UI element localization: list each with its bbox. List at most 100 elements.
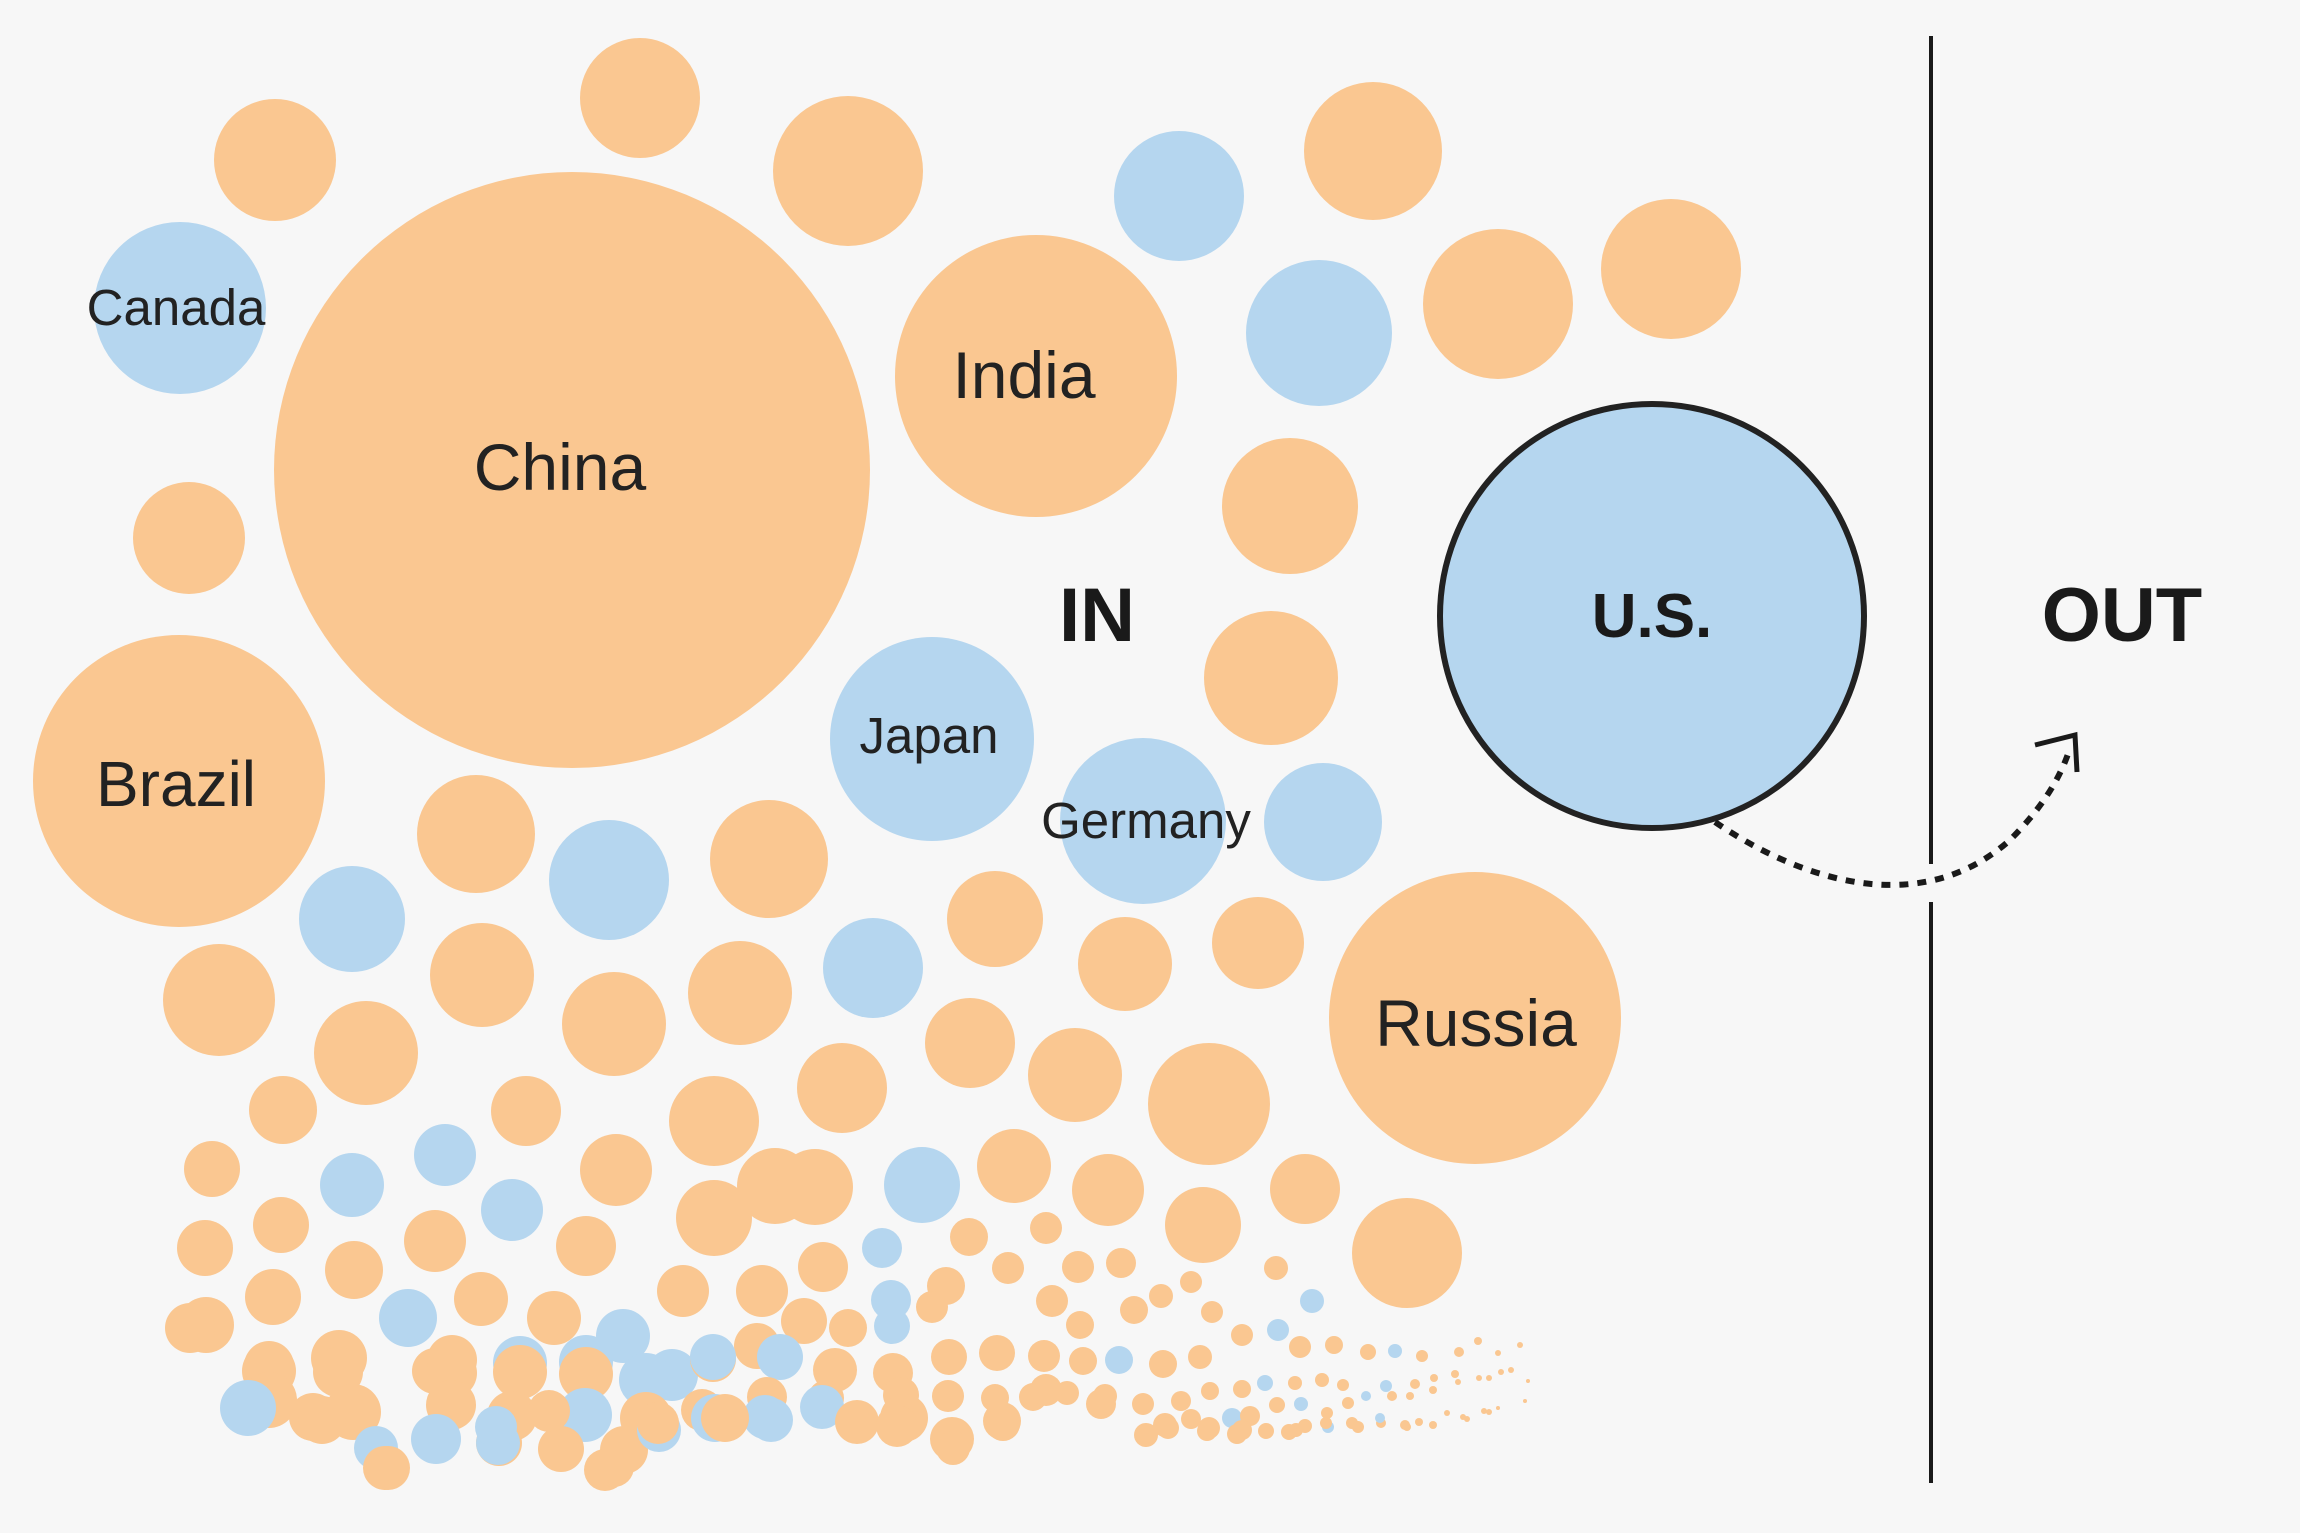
country-bubble[interactable] [781,1298,827,1344]
country-bubble[interactable] [177,1220,233,1276]
country-bubble[interactable] [736,1265,788,1317]
country-bubble[interactable] [690,1334,736,1380]
country-bubble[interactable] [1269,1397,1285,1413]
country-bubble[interactable] [1231,1324,1253,1346]
country-bubble[interactable] [1233,1380,1251,1398]
country-bubble[interactable] [1180,1271,1202,1293]
country-bubble[interactable] [1498,1369,1504,1375]
country-bubble[interactable] [862,1228,902,1268]
country-bubble[interactable] [1416,1350,1428,1362]
country-bubble[interactable] [527,1291,581,1345]
country-bubble[interactable] [1460,1414,1466,1420]
country-bubble[interactable] [1429,1421,1437,1429]
country-bubble[interactable] [1410,1379,1420,1389]
country-bubble[interactable] [1315,1373,1329,1387]
country-bubble[interactable] [379,1289,437,1347]
country-bubble[interactable] [1400,1420,1410,1430]
country-bubble[interactable] [637,1402,679,1444]
country-bubble[interactable] [936,1431,970,1465]
country-bubble[interactable] [1496,1406,1500,1410]
country-bubble[interactable] [1300,1289,1324,1313]
country-bubble[interactable] [1320,1417,1332,1429]
country-bubble[interactable] [1181,1409,1201,1429]
country-bubble[interactable] [1526,1379,1530,1383]
country-bubble[interactable] [823,918,923,1018]
country-bubble[interactable] [757,1334,803,1380]
country-bubble[interactable] [1321,1407,1333,1419]
country-bubble[interactable] [1361,1391,1371,1401]
country-bubble[interactable] [986,1407,1020,1441]
country-bubble[interactable] [947,871,1043,967]
country-bubble[interactable] [94,222,266,394]
country-bubble[interactable] [417,775,535,893]
country-bubble[interactable] [619,1353,673,1407]
country-bubble[interactable] [220,1380,276,1436]
country-bubble[interactable] [657,1265,709,1317]
country-bubble[interactable] [1066,1311,1094,1339]
country-bubble[interactable] [895,235,1177,517]
country-bubble[interactable] [1132,1393,1154,1415]
country-bubble[interactable] [558,1388,612,1442]
country-bubble[interactable] [1430,1374,1438,1382]
country-bubble[interactable] [701,1394,749,1442]
country-bubble[interactable] [1106,1248,1136,1278]
country-bubble[interactable] [800,1385,844,1429]
country-bubble[interactable] [414,1124,476,1186]
country-bubble[interactable] [1342,1397,1354,1409]
country-bubble[interactable] [1060,738,1226,904]
country-bubble[interactable] [1329,872,1621,1164]
country-bubble[interactable] [1304,82,1442,220]
country-bubble[interactable] [528,1390,570,1432]
country-bubble[interactable] [1114,131,1244,261]
country-bubble[interactable] [749,1398,793,1442]
country-bubble[interactable] [1294,1397,1308,1411]
country-bubble[interactable] [1486,1375,1492,1381]
country-bubble[interactable] [884,1147,960,1223]
country-bubble[interactable] [1171,1391,1191,1411]
country-bubble[interactable] [562,972,666,1076]
country-bubble[interactable] [1388,1344,1402,1358]
country-bubble[interactable] [1062,1251,1094,1283]
country-bubble[interactable] [1028,1340,1060,1372]
country-bubble[interactable] [1270,1154,1340,1224]
country-bubble[interactable] [830,637,1034,841]
country-bubble[interactable] [1451,1370,1459,1378]
country-bubble[interactable] [404,1210,466,1272]
country-bubble[interactable] [1120,1296,1148,1324]
country-bubble[interactable] [992,1252,1024,1284]
country-bubble[interactable] [165,1303,215,1353]
country-bubble[interactable] [1149,1350,1177,1378]
country-bubble[interactable] [1481,1408,1487,1414]
country-bubble[interactable] [1406,1392,1414,1400]
country-bubble[interactable] [1105,1346,1133,1374]
country-bubble[interactable] [1069,1347,1097,1375]
country-bubble[interactable] [798,1242,848,1292]
country-bubble[interactable] [1030,1374,1062,1406]
country-bubble[interactable] [1201,1382,1219,1400]
country-bubble[interactable] [1352,1421,1364,1433]
country-bubble[interactable] [214,99,336,221]
country-bubble[interactable] [320,1153,384,1217]
country-bubble[interactable] [1212,897,1304,989]
country-bubble[interactable] [427,1335,477,1385]
country-bubble[interactable] [1325,1336,1343,1354]
country-bubble[interactable] [1429,1386,1437,1394]
country-bubble[interactable] [580,1134,652,1206]
country-bubble[interactable] [876,1405,918,1447]
country-bubble[interactable] [559,1347,613,1401]
country-bubble[interactable] [454,1272,508,1326]
country-bubble[interactable] [493,1345,547,1399]
country-bubble[interactable] [1246,260,1392,406]
country-bubble[interactable] [773,96,923,246]
country-bubble[interactable] [835,1400,879,1444]
country-bubble[interactable] [1148,1043,1270,1165]
country-bubble[interactable] [556,1216,616,1276]
country-bubble[interactable] [1423,229,1573,379]
country-bubble[interactable] [1380,1380,1392,1392]
country-bubble[interactable] [688,941,792,1045]
country-bubble[interactable] [1523,1399,1527,1403]
country-bubble[interactable] [1028,1028,1122,1122]
country-bubble[interactable] [1375,1413,1385,1423]
country-bubble[interactable] [245,1269,301,1325]
country-bubble[interactable] [299,866,405,972]
